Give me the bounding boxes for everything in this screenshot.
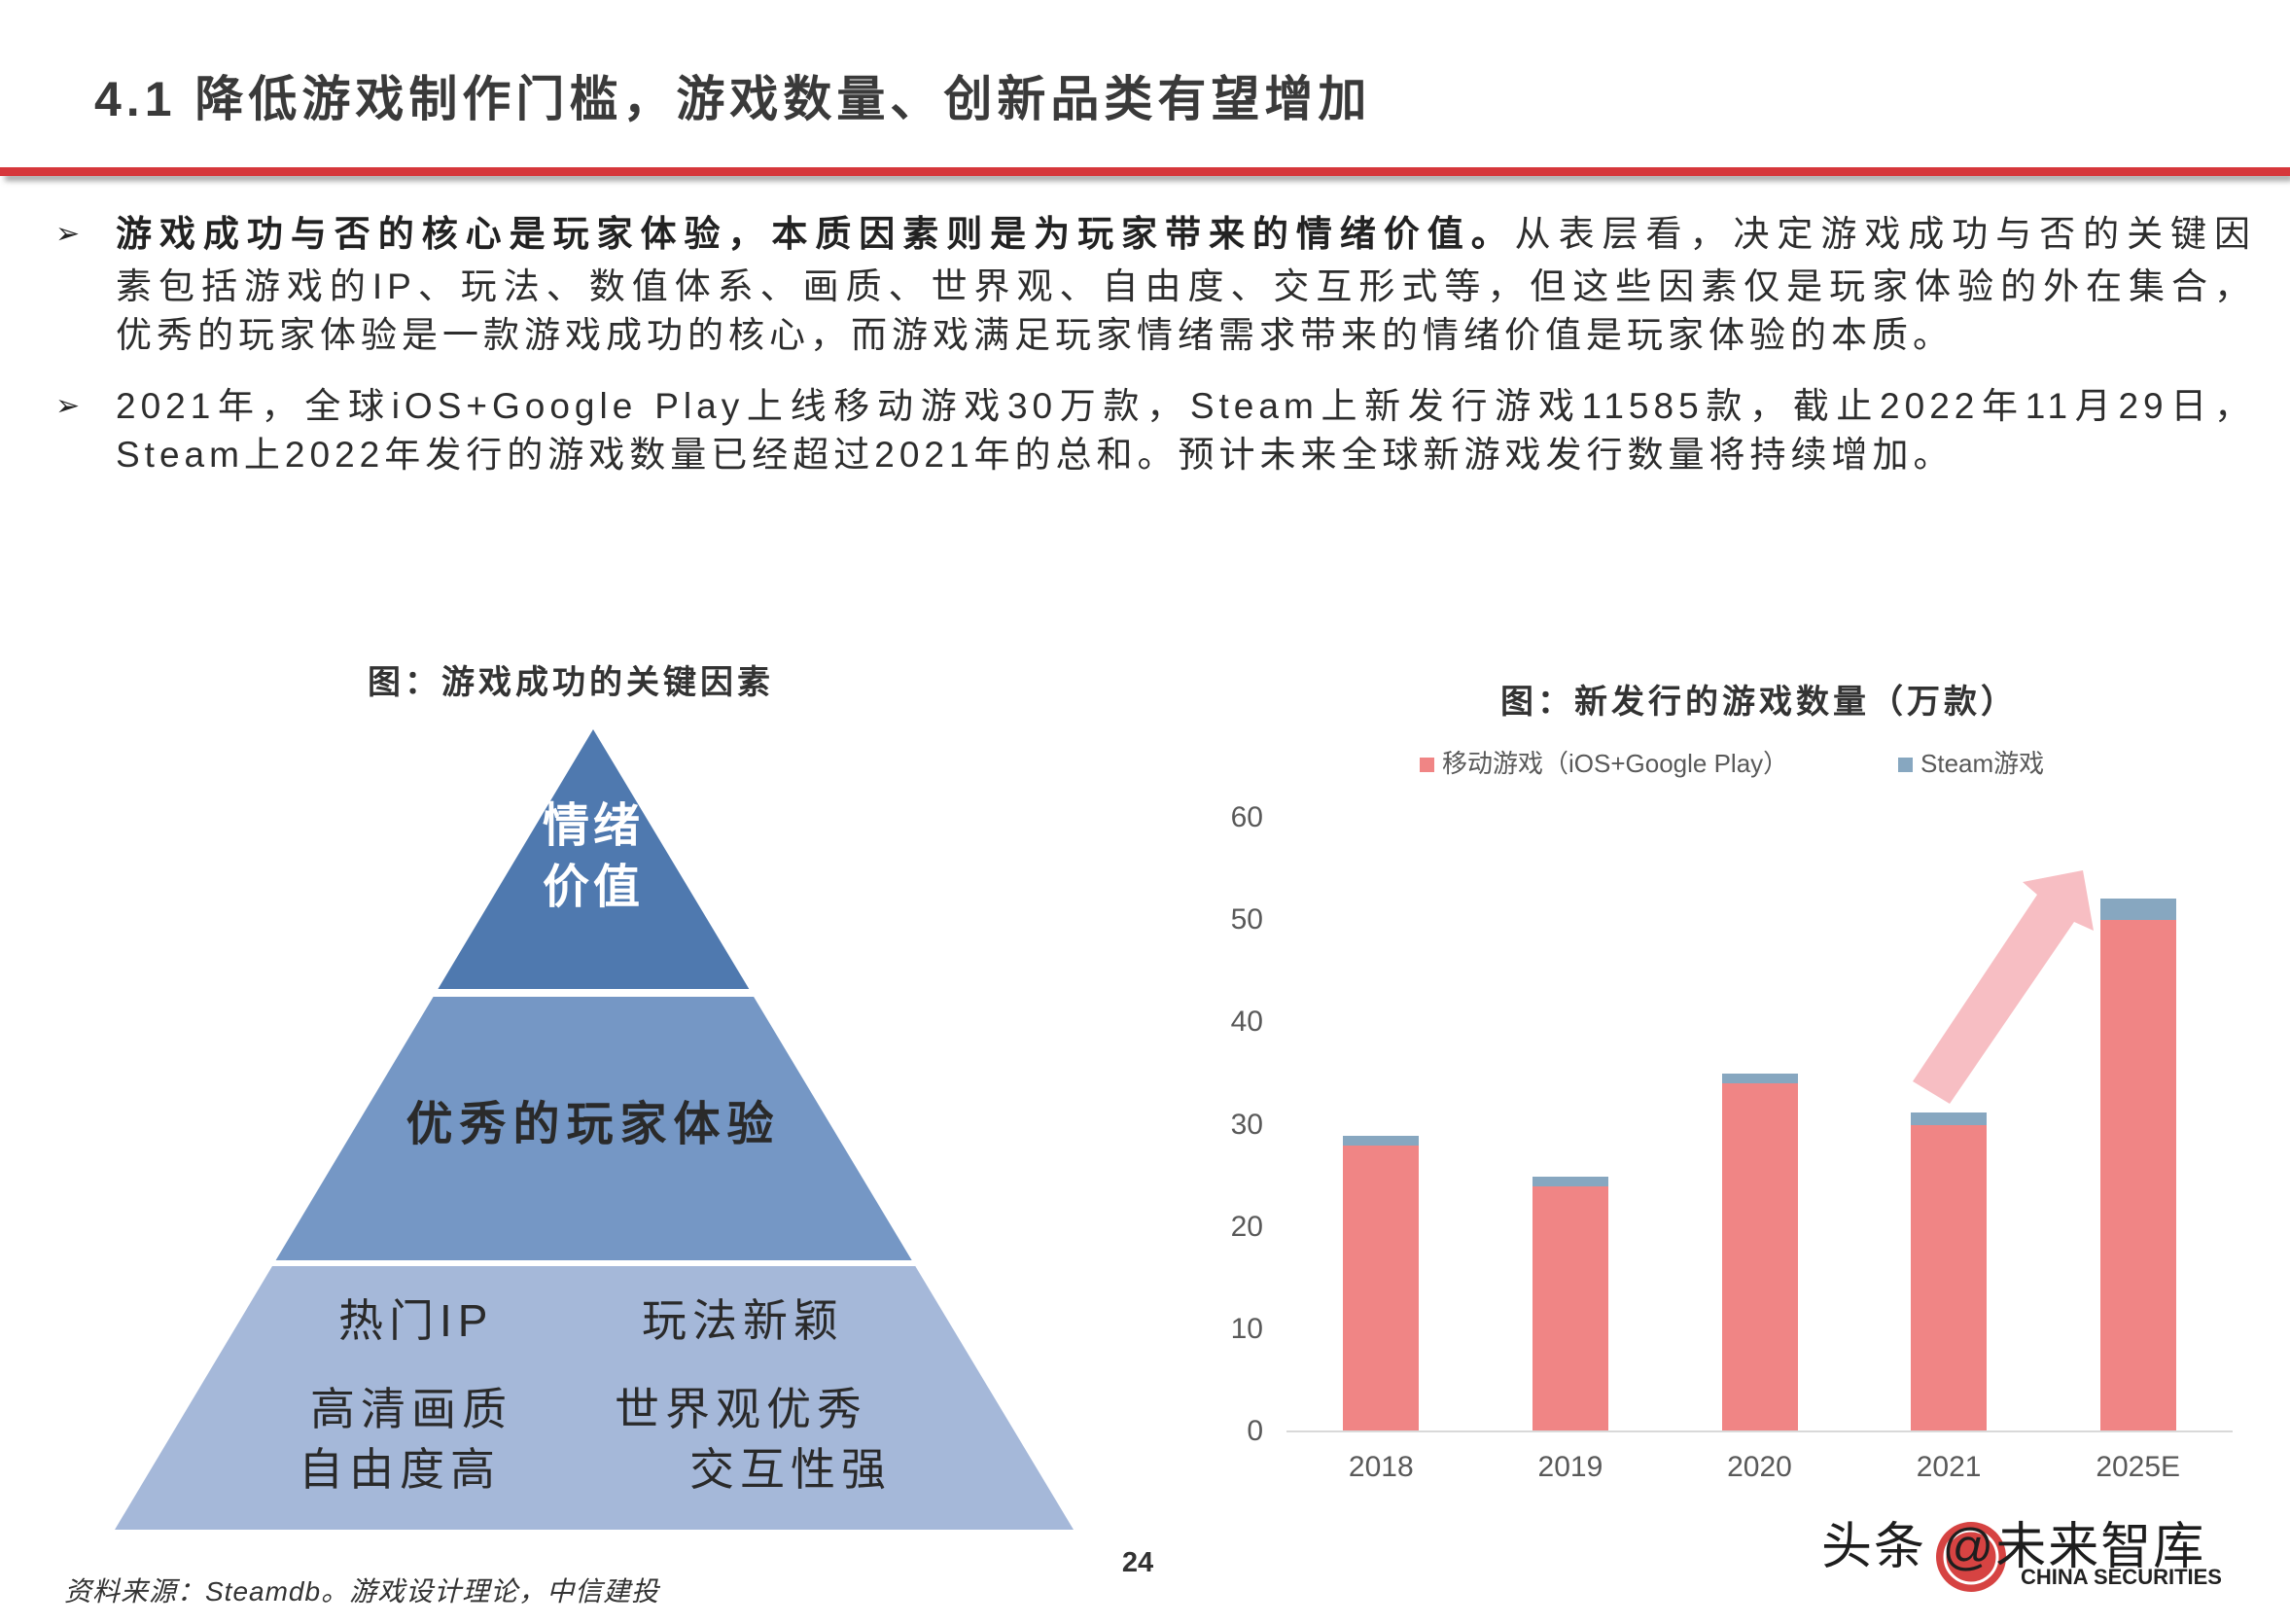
bar-segment-2020-steam [1721, 1073, 1798, 1084]
tier-bottom-item: 自由度高 [299, 1444, 501, 1495]
china-securities-logo-icon [1936, 1522, 2006, 1592]
y-tick-label: 60 [1230, 801, 1263, 833]
pyramid-tier-bottom [115, 1266, 1074, 1530]
bullet-2-line-2: Steam上2022年发行的游戏数量已经超过2021年的总和。预计未来全球新游戏… [116, 435, 1955, 475]
tier-bottom-item: 热门IP [338, 1295, 494, 1346]
pyramid-title: 图：游戏成功的关键因素 [368, 664, 774, 701]
legend-item-mobile: 移动游戏（iOS+Google Play） [1420, 747, 1788, 780]
tier-bottom-item: 世界观优秀 [615, 1384, 867, 1434]
y-tick-label: 20 [1230, 1210, 1263, 1243]
x-tick-label: 2019 [1537, 1451, 1603, 1483]
growth-arrow-icon [1913, 870, 2094, 1104]
bullet-1-line-3: 优秀的玩家体验是一款游戏成功的核心，而游戏满足玩家情绪需求带来的情绪价值是玩家体… [116, 315, 1954, 355]
bar-segment-2021-steam [1911, 1112, 1988, 1125]
chart-plot-area [1286, 818, 2233, 1431]
y-tick-label: 10 [1230, 1312, 1263, 1345]
bar-segment-2021-mobile [1911, 1124, 1988, 1431]
page-number: 24 [1121, 1547, 1154, 1578]
x-axis-line [1286, 1430, 2233, 1432]
tier-middle-label: 优秀的玩家体验 [405, 1099, 781, 1150]
legend-label-steam: Steam游戏 [1920, 749, 2045, 778]
bullet-1-emphasis: 游戏成功与否的核心是玩家体验，本质因素则是为玩家带来的情绪价值。 [116, 214, 1515, 254]
source-note: 资料来源：Steamdb。游戏设计理论，中信建投 [64, 1576, 660, 1606]
title-divider [0, 167, 2290, 176]
legend-swatch-mobile [1420, 758, 1434, 772]
legend-item-steam: Steam游戏 [1898, 747, 2044, 780]
bar-segment-2025E-steam [2099, 899, 2176, 921]
bullet-2-line-1: 2021年，全球iOS+Google Play上线移动游戏30万款，Steam上… [116, 386, 2255, 426]
x-tick-label: 2021 [1916, 1451, 1982, 1483]
tier-bottom-item: 玩法新颖 [642, 1295, 844, 1346]
legend-label-mobile: 移动游戏（iOS+Google Play） [1442, 749, 1789, 778]
y-tick-label: 0 [1247, 1415, 1263, 1447]
pyramid-tier-top [438, 729, 750, 989]
y-tick-label: 30 [1230, 1108, 1263, 1141]
bullet-1-line-1: 游戏成功与否的核心是玩家体验，本质因素则是为玩家带来的情绪价值。从表层看，决定游… [116, 208, 2255, 261]
arrow-bullet-icon: ➢ [55, 217, 81, 251]
x-tick-label: 2025E [2096, 1451, 2181, 1483]
watermark-logo-text: CHINA SECURITIES [2021, 1565, 2222, 1589]
tier-bottom-item: 交互性强 [689, 1444, 892, 1495]
tier-top-label-line-2: 价值 [542, 862, 644, 913]
bar-segment-2018-mobile [1343, 1145, 1420, 1431]
x-tick-label: 2020 [1727, 1451, 1792, 1483]
bar-segment-2025E-mobile [2099, 920, 2176, 1431]
arrow-bullet-icon: ➢ [55, 389, 81, 423]
tier-top-label-line-1: 情绪 [542, 800, 644, 852]
logo-inner-ring [1943, 1529, 1999, 1585]
legend-swatch-steam [1898, 758, 1913, 772]
page-title: 4.1 降低游戏制作门槛，游戏数量、创新品类有望增加 [94, 72, 1372, 126]
chart-title: 图：新发行的游戏数量（万款） [1500, 684, 2018, 721]
watermark-text: 头条 @未来智库 [1821, 1519, 2206, 1575]
bar-segment-2020-mobile [1721, 1083, 1798, 1431]
y-tick-label: 50 [1230, 903, 1263, 936]
bullet-1-line-1-text: 从表层看，决定游戏成功与否的关键因 [1514, 214, 2256, 254]
bar-segment-2019-steam [1532, 1177, 1608, 1186]
bar-segment-2018-steam [1343, 1136, 1420, 1146]
x-tick-label: 2018 [1348, 1451, 1414, 1483]
bullet-1-line-2: 素包括游戏的IP、玩法、数值体系、画质、世界观、自由度、交互形式等，但这些因素仅… [116, 266, 2255, 306]
pyramid-tier-middle [275, 997, 912, 1260]
tier-bottom-item: 高清画质 [310, 1384, 512, 1434]
y-tick-label: 40 [1230, 1006, 1263, 1039]
bar-segment-2019-mobile [1532, 1185, 1608, 1431]
